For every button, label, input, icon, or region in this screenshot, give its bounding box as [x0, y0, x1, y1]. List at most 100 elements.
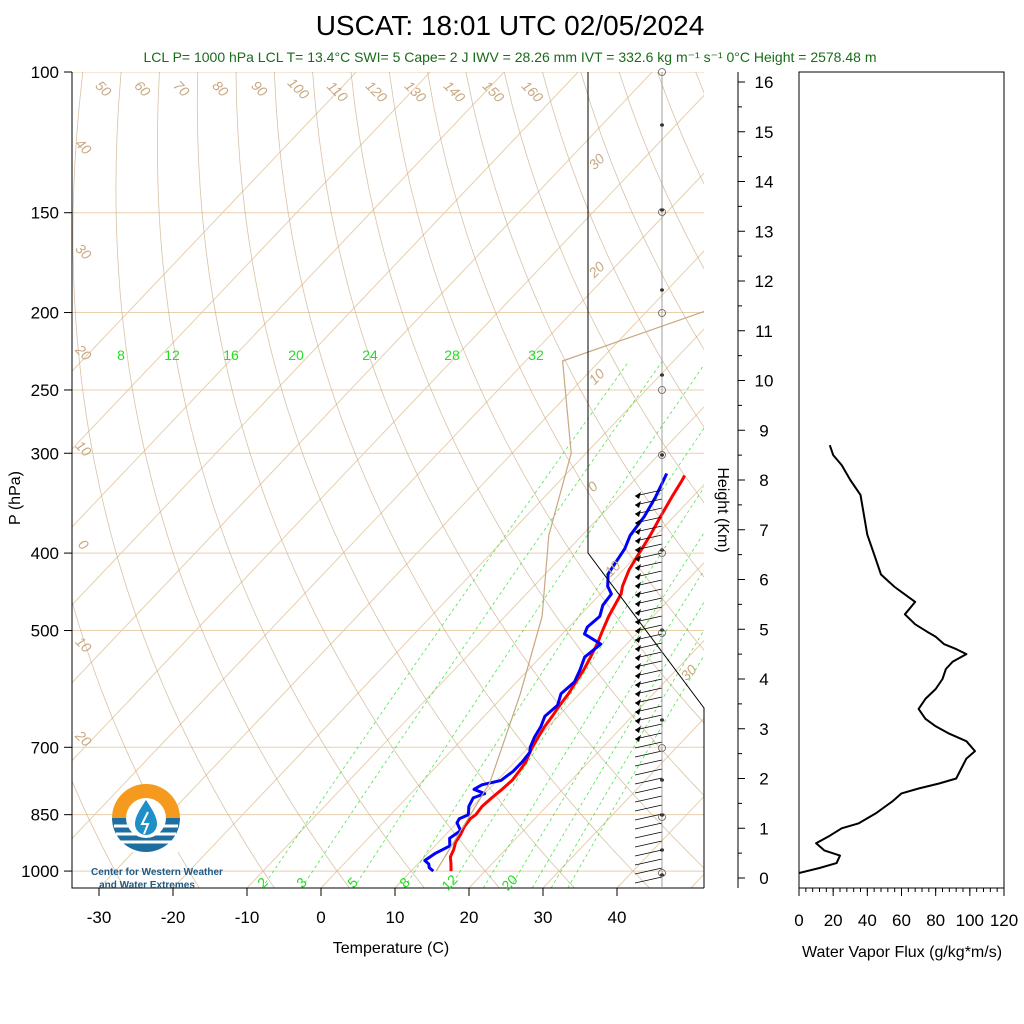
wind-barb-flag [635, 708, 641, 715]
p-tick-label: 1000 [21, 862, 59, 881]
mixing-ratio-line [550, 629, 704, 888]
wind-barb-flag [635, 564, 641, 571]
wind-barb-flag [635, 636, 641, 643]
skew-t-axes [71, 72, 704, 889]
height-tick-label: 16 [755, 73, 774, 92]
flux-axes [798, 71, 1005, 889]
mixing-ratio-label: 28 [444, 347, 460, 363]
adiabat-label: 140 [441, 78, 469, 106]
flux-tick-label: 40 [858, 911, 877, 930]
height-tick-label: 12 [755, 272, 774, 291]
isotherm-line [72, 72, 357, 372]
height-tick-label: 3 [759, 720, 768, 739]
wind-barb-flag [635, 645, 641, 652]
p-tick-label: 200 [31, 304, 59, 323]
mixing-ratio-line [449, 486, 704, 888]
x-axis-label: Temperature (C) [333, 940, 449, 957]
x-tick-label: 10 [386, 908, 405, 927]
dewpoint-profile [423, 472, 669, 873]
isotherm-line [72, 72, 579, 606]
cw3e-logo: Center for Western Weather and Water Ext… [91, 784, 223, 891]
wind-barb [634, 840, 663, 848]
wind-barb-flag [635, 519, 641, 526]
adiabat-label: 10 [585, 365, 607, 387]
wind-barb [634, 759, 663, 767]
wind-barb-flag [635, 537, 641, 544]
dry-adiabat [388, 72, 704, 724]
p-tick-label: 500 [31, 622, 59, 641]
wind-barb [634, 849, 663, 857]
wind-barb [634, 804, 663, 812]
p-tick-label: 150 [31, 204, 59, 223]
mixing-ratio-line [261, 360, 630, 888]
flux-axis-label: Water Vapor Flux (g/kg*m/s) [802, 944, 1002, 961]
mixing-ratio-label: 8 [117, 347, 125, 363]
mixing-ratio-label: 32 [528, 347, 544, 363]
isotherm-line [98, 250, 704, 888]
wind-barb [634, 741, 663, 749]
height-tick-label: 11 [755, 322, 773, 341]
chart-title: USCAT: 18:01 UTC 02/05/2024 [316, 10, 705, 41]
adiabat-label: 20 [72, 341, 95, 364]
dry-adiabat [156, 72, 425, 888]
adiabat-label: 60 [131, 77, 153, 99]
wind-barb-flag [635, 627, 641, 634]
wind-barb [634, 822, 663, 830]
mixing-ratio-label: 20 [288, 347, 304, 363]
flux-profile [799, 444, 976, 874]
skew-t-profiles [423, 310, 704, 873]
flux-tick-label: 60 [892, 911, 911, 930]
wind-barb [634, 858, 663, 866]
adiabat-label: 10 [601, 557, 623, 579]
height-tick-label: 5 [759, 620, 768, 639]
p-tick-label: 400 [31, 544, 59, 563]
adiabat-label: 120 [363, 78, 391, 106]
water-drop-icon [112, 784, 180, 852]
adiabat-label: 30 [585, 150, 607, 172]
height-tick-label: 14 [755, 173, 774, 192]
dry-adiabat [542, 72, 704, 428]
height-tick-label: 10 [755, 372, 774, 391]
logo-line-1: Center for Western Weather [91, 867, 223, 878]
dry-adiabat [273, 72, 650, 888]
skew-t-background [72, 72, 1024, 888]
parcel-profile [435, 310, 704, 872]
dry-adiabat [72, 72, 275, 888]
flux-frame [798, 71, 1005, 889]
isotherm-line [72, 172, 704, 840]
height-tick-label: 13 [755, 222, 774, 241]
wind-barb [634, 786, 663, 794]
adiabat-label: 90 [248, 77, 270, 99]
mixing-ratio-label: 20 [498, 871, 520, 893]
adiabat-label: 80 [209, 77, 231, 99]
adiabat-label: 130 [402, 78, 430, 106]
wind-barb-flag [635, 690, 641, 697]
height-tick-label: 9 [759, 421, 768, 440]
height-tick-label: 7 [759, 521, 768, 540]
wind-barb-flag [635, 591, 641, 598]
height-tick-label: 6 [759, 571, 768, 590]
p-tick-label: 700 [31, 738, 59, 757]
adiabat-label: 0 [584, 478, 601, 495]
mixing-ratio-line [567, 654, 704, 888]
dry-adiabat [196, 72, 500, 888]
x-tick-label: 30 [534, 908, 553, 927]
dry-adiabat [465, 72, 704, 578]
dry-adiabat [734, 72, 1024, 888]
x-tick-label: -10 [235, 908, 260, 927]
wind-barb-flag [635, 555, 641, 562]
wind-barb [634, 777, 663, 785]
dry-adiabat [350, 72, 704, 797]
wind-barb [634, 813, 663, 821]
mixing-ratio-line [531, 601, 704, 888]
isotherm-line [468, 639, 704, 888]
wind-barb [634, 867, 663, 875]
wind-barb-flag [635, 663, 641, 670]
chart-subtitle: LCL P= 1000 hPa LCL T= 13.4°C SWI= 5 Cap… [144, 49, 877, 65]
dry-adiabat [811, 72, 1024, 888]
isotherm-line [542, 717, 704, 888]
isotherm-line [320, 484, 704, 888]
mixing-ratio-label: 12 [438, 871, 460, 893]
wind-barb-flag [635, 699, 641, 706]
